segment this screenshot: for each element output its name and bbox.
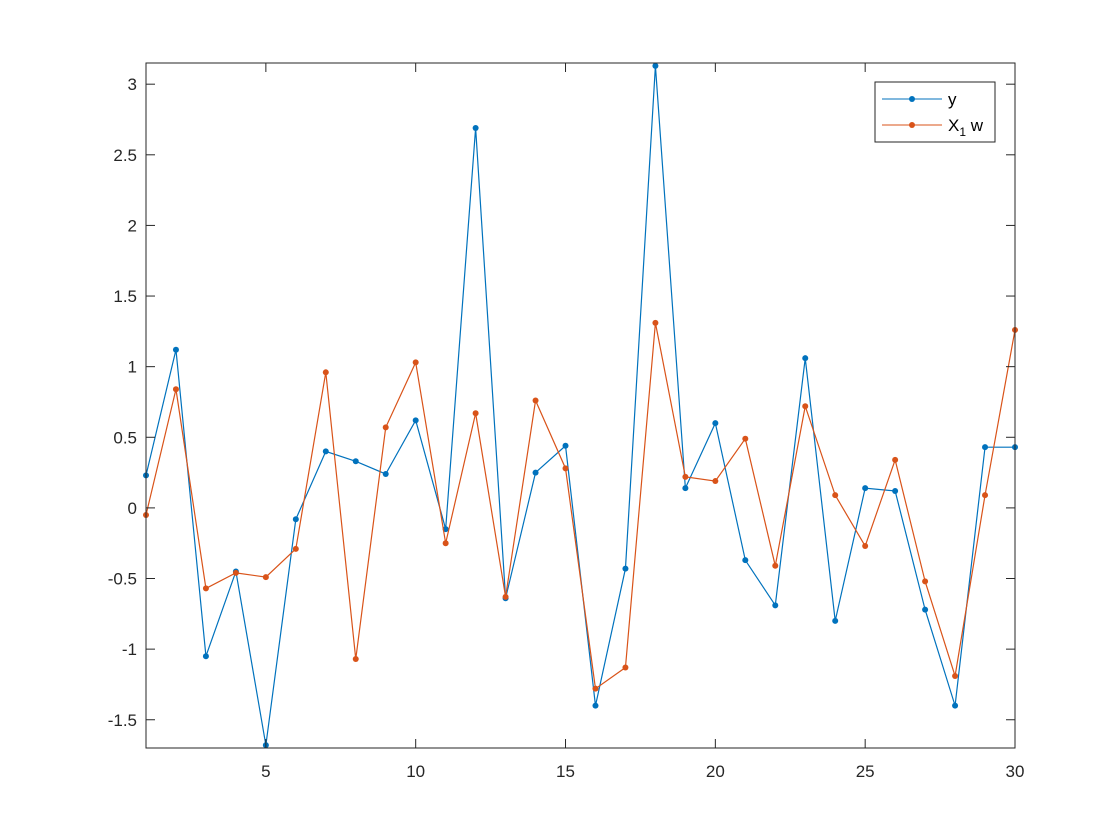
data-point: [772, 562, 779, 569]
data-point: [412, 359, 419, 366]
data-point: [982, 444, 989, 451]
data-point: [472, 410, 479, 417]
y-tick-label: 3: [128, 75, 137, 94]
data-point: [232, 569, 239, 576]
y-tick-label: 1.5: [113, 287, 137, 306]
data-point: [832, 617, 839, 624]
data-point: [892, 487, 899, 494]
y-tick-label: -0.5: [108, 570, 137, 589]
x-tick-label: 20: [706, 762, 725, 781]
y-tick-label: 1: [128, 358, 137, 377]
data-point: [892, 456, 899, 463]
series-layer: [143, 62, 1018, 749]
x-tick-label: 10: [406, 762, 425, 781]
data-point: [832, 492, 839, 499]
x-tick-label: 30: [1006, 762, 1025, 781]
data-point: [562, 465, 569, 472]
data-point: [772, 602, 779, 609]
legend-label-x1w-suffix: w: [966, 116, 984, 135]
data-point: [322, 448, 329, 455]
data-point: [712, 478, 719, 485]
y-tick-label: 2.5: [113, 146, 137, 165]
data-point: [352, 656, 359, 663]
y-tick-label: 0: [128, 499, 137, 518]
axes-box: [145, 62, 1016, 749]
data-point: [742, 557, 749, 564]
legend-label-x1w-base: X: [948, 116, 959, 135]
data-point: [652, 62, 659, 69]
y-tick-label: 0.5: [113, 428, 137, 447]
data-point: [202, 585, 209, 592]
data-point: [682, 485, 689, 492]
data-point: [592, 702, 599, 709]
x-tick-label: 5: [261, 762, 270, 781]
legend-label-x1w-subscript: 1: [959, 125, 966, 139]
data-point: [292, 516, 299, 523]
data-point: [802, 355, 809, 362]
legend-label-x1w: X1 w: [948, 116, 984, 139]
data-point: [862, 543, 869, 550]
data-point: [382, 471, 389, 477]
data-point: [382, 424, 389, 431]
legend-label-y: y: [948, 90, 957, 109]
data-point: [922, 578, 929, 585]
data-point: [532, 469, 539, 476]
legend-entry-y: y: [882, 90, 957, 109]
series-line-1: [145, 322, 1016, 690]
data-point: [442, 540, 449, 547]
data-point: [472, 124, 479, 131]
ticks-layer: 5 10 15 20 25 30 -1.5 -1 -0.5 0 0.5 1 1.5 2 2.5 3: [108, 63, 1025, 781]
data-point: [532, 397, 539, 404]
data-point: [352, 458, 359, 465]
legend-entry-x1w: X1 w: [882, 116, 984, 139]
data-point: [622, 565, 629, 572]
data-point: [652, 319, 659, 326]
legend-marker-y: [909, 96, 915, 102]
data-point: [922, 606, 929, 613]
data-point: [592, 685, 599, 692]
data-point: [982, 492, 989, 499]
data-point: [412, 417, 419, 424]
data-point: [862, 485, 869, 492]
y-tick-label: 2: [128, 216, 137, 235]
legend-box: [874, 81, 996, 143]
data-point: [172, 346, 179, 353]
plot-area: [146, 63, 1015, 748]
legend: y X1 w: [874, 81, 996, 143]
data-point: [802, 403, 809, 410]
data-point: [322, 369, 329, 376]
data-point: [682, 473, 689, 480]
data-point: [952, 672, 959, 679]
data-point: [952, 702, 959, 709]
data-point: [292, 545, 299, 552]
x-tick-label: 25: [856, 762, 875, 781]
x-tick-label: 15: [556, 762, 575, 781]
legend-marker-x1w: [909, 122, 915, 128]
data-point: [742, 435, 749, 442]
data-point: [502, 593, 509, 600]
data-point: [262, 574, 269, 581]
data-point: [562, 442, 569, 449]
data-point: [712, 420, 719, 427]
data-point: [622, 664, 629, 671]
y-tick-label: -1: [122, 640, 137, 659]
data-point: [202, 653, 209, 660]
axes-layer: [145, 62, 1016, 749]
y-tick-label: -1.5: [108, 711, 137, 730]
data-point: [172, 386, 179, 393]
